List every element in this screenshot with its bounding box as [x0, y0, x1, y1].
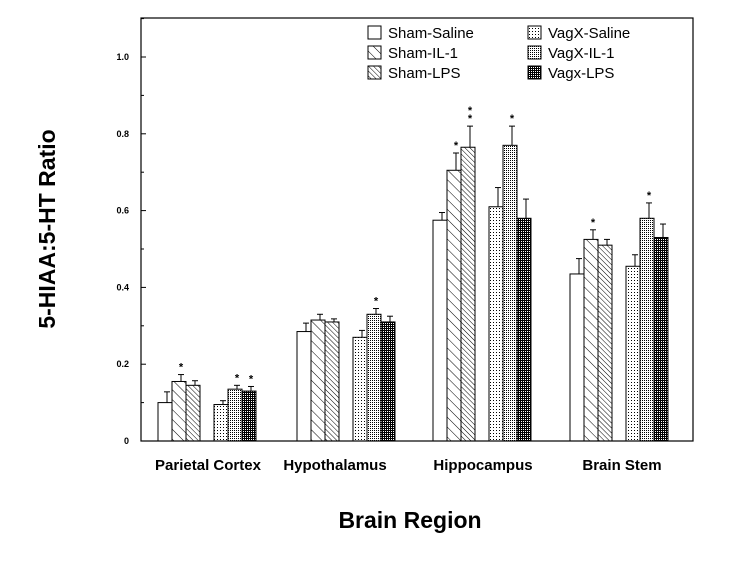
- y-tick-label: 0.8: [116, 129, 129, 139]
- y-axis-title: 5-HIAA:5-HT Ratio: [34, 129, 60, 328]
- y-tick-label: 0: [124, 436, 129, 446]
- bar-vagx-saline-hippocampus: [488, 206, 504, 442]
- legend-swatch: [527, 45, 542, 60]
- significance-marker: *: [235, 372, 240, 384]
- significance-marker: *: [591, 217, 596, 229]
- legend-label: VagX-IL-1: [548, 45, 614, 62]
- bar-sham-il-1-hippocampus: [446, 169, 462, 442]
- bar-sham-il-1-parietal-cortex: [171, 380, 187, 442]
- bar-sham-lps-hippocampus: [460, 146, 476, 442]
- significance-marker: *: [647, 190, 652, 202]
- bar-vagx-il-1-hippocampus: [502, 144, 518, 442]
- x-tick-label: Hypothalamus: [283, 457, 386, 474]
- significance-marker: *: [249, 373, 254, 385]
- bar-sham-saline-parietal-cortex: [157, 402, 173, 442]
- bar-vagx-il-1-hypothalamus: [366, 313, 382, 442]
- bar-groups: ** ********: [157, 105, 669, 442]
- plot-frame: [140, 17, 694, 442]
- x-tick-label: Parietal Cortex: [155, 457, 262, 474]
- legend-label: Sham-IL-1: [388, 45, 458, 62]
- bar-vagx-lps-hypothalamus: [380, 321, 396, 442]
- legend-swatch: [367, 45, 382, 60]
- significance-marker: *: [468, 105, 473, 117]
- legend-label: VagX-Saline: [548, 25, 630, 42]
- bar-sham-saline-brain-stem: [569, 273, 585, 442]
- bar-sham-lps-parietal-cortex: [185, 384, 201, 442]
- legend-swatch: [527, 25, 542, 40]
- significance-marker: *: [179, 362, 184, 374]
- significance-marker: *: [374, 296, 379, 308]
- legend-label: Sham-Saline: [388, 25, 474, 42]
- legend-swatch: [367, 25, 382, 40]
- legend-swatch: [367, 65, 382, 80]
- significance-marker: *: [510, 113, 515, 125]
- bar-vagx-lps-parietal-cortex: [241, 390, 257, 442]
- legend-label: Sham-LPS: [388, 65, 461, 82]
- legend: Sham-Saline Sham-IL-1 Sham-LPS VagX-Saline V…: [367, 25, 630, 82]
- bar-sham-lps-hypothalamus: [324, 321, 340, 442]
- x-axis-title: Brain Region: [338, 507, 481, 533]
- y-tick-label: 0.2: [116, 359, 129, 369]
- x-tick-label: Hippocampus: [433, 457, 532, 474]
- bar-vagx-il-1-parietal-cortex: [227, 388, 243, 442]
- bar-vagx-lps-brain-stem: [653, 236, 669, 442]
- bar-vagx-il-1-brain-stem: [639, 217, 655, 442]
- bar-vagx-saline-hypothalamus: [352, 336, 368, 442]
- y-tick-label: 0.6: [116, 206, 129, 216]
- bar-sham-il-1-hypothalamus: [310, 319, 326, 442]
- y-tick-label: 1.0: [116, 52, 129, 62]
- significance-marker: *: [454, 140, 459, 152]
- bar-sham-saline-hippocampus: [432, 219, 448, 442]
- category-labels: Parietal Cortex Hypothalamus Hippocampus Br…: [155, 457, 662, 474]
- bar-vagx-lps-hippocampus: [516, 217, 532, 442]
- bar-sham-il-1-brain-stem: [583, 238, 599, 442]
- y-tick-label: 0.4: [116, 282, 129, 292]
- bar-vagx-saline-parietal-cortex: [213, 404, 229, 442]
- bar-sham-lps-brain-stem: [597, 244, 613, 442]
- x-tick-label: Brain Stem: [582, 457, 661, 474]
- bar-sham-saline-hypothalamus: [296, 331, 312, 442]
- legend-swatch: [527, 65, 542, 80]
- significance-marker: *: [468, 113, 473, 125]
- bar-vagx-saline-brain-stem: [625, 265, 641, 442]
- legend-label: Vagx-LPS: [548, 65, 614, 82]
